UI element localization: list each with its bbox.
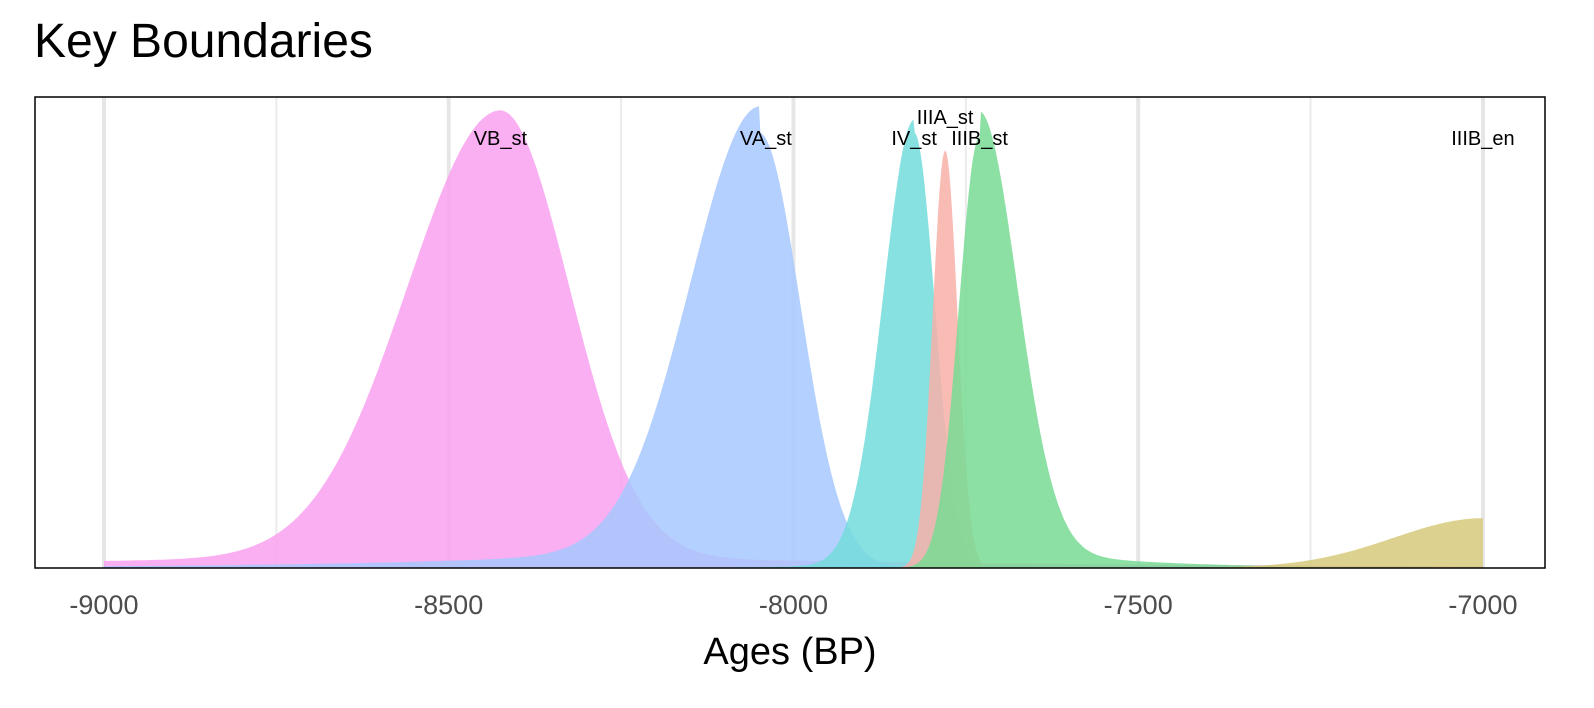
density-area-iiib-en bbox=[103, 518, 1483, 568]
density-area-vb-st bbox=[103, 110, 1483, 569]
peak-label-va-st: VA_st bbox=[740, 128, 792, 150]
x-tick-label: -9000 bbox=[69, 590, 138, 620]
x-axis-title: Ages (BP) bbox=[703, 631, 876, 673]
x-tick-label: -8000 bbox=[759, 590, 828, 620]
x-tick-label: -8500 bbox=[414, 590, 483, 620]
peak-label-iiia-st: IIIA_st bbox=[917, 107, 974, 129]
panel-border bbox=[34, 96, 1546, 569]
x-tick-label: -7500 bbox=[1104, 590, 1173, 620]
x-tick-label: -7000 bbox=[1448, 590, 1517, 620]
peak-label-vb-st: VB_st bbox=[474, 128, 528, 150]
chart-title: Key Boundaries bbox=[34, 15, 373, 68]
peak-label-iiib-en: IIIB_en bbox=[1451, 128, 1514, 150]
peak-label-iiib-st: IIIB_st bbox=[951, 128, 1008, 150]
density-area-va-st bbox=[103, 106, 1483, 569]
x-axis-ticks: -9000 -8500 -8000 -7500 -7000 bbox=[69, 590, 1517, 620]
density-areas bbox=[103, 106, 1483, 569]
peak-label-iv-st: IV_st bbox=[891, 128, 937, 150]
